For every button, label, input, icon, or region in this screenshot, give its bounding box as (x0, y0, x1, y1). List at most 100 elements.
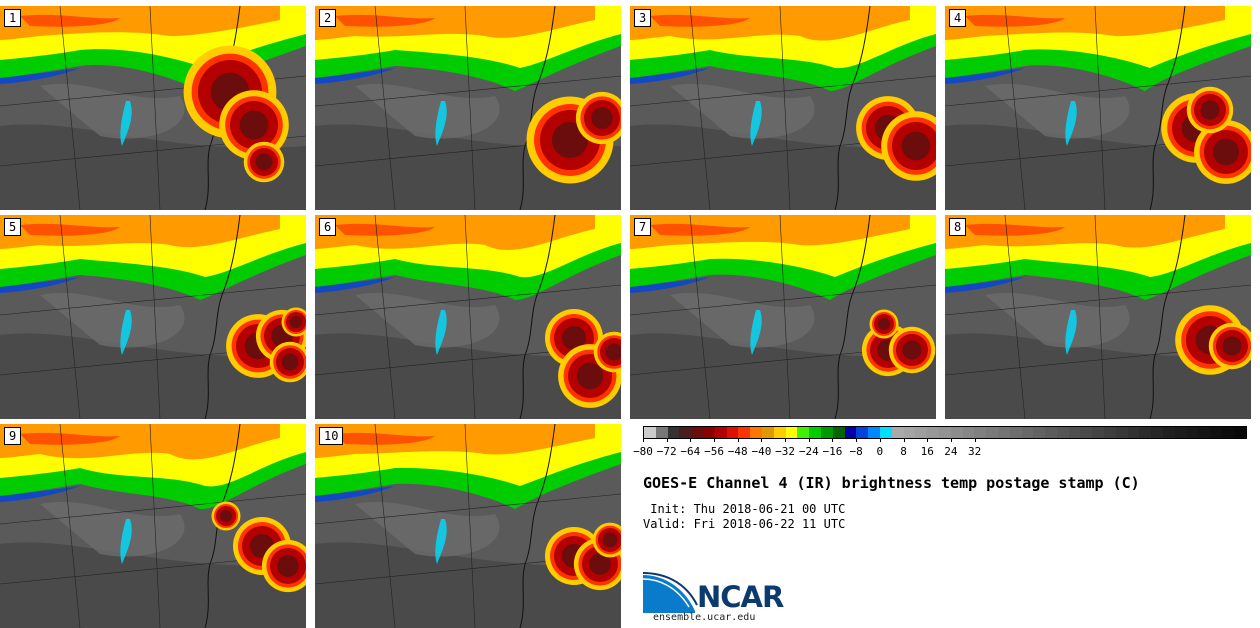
map-panel: 10 (315, 424, 621, 628)
colorbar-segment (820, 427, 833, 438)
colorbar-segment (1127, 427, 1140, 438)
colorbar-segment (1198, 427, 1211, 438)
satellite-map (315, 215, 621, 419)
satellite-map (0, 6, 306, 210)
colorbar-segment (1056, 427, 1069, 438)
satellite-map (0, 424, 306, 628)
colorbar-tick-label: 8 (889, 439, 919, 458)
colorbar-tick-label: −32 (770, 439, 800, 458)
map-panel: 8 (945, 215, 1251, 419)
colorbar-tick-label: −80 (628, 439, 658, 458)
colorbar-segment (856, 427, 869, 438)
init-time: Init: Thu 2018-06-21 00 UTC (643, 502, 846, 516)
satellite-map (630, 6, 936, 210)
colorbar-segment (714, 427, 727, 438)
colorbar-tick-label: 32 (960, 439, 990, 458)
colorbar-segment (655, 427, 668, 438)
map-panel: 4 (945, 6, 1251, 210)
colorbar-segment (903, 427, 916, 438)
colorbar-segment (761, 427, 774, 438)
colorbar-segment (868, 427, 880, 438)
colorbar-tick-label: −72 (652, 439, 682, 458)
colorbar-tick-label: −8 (841, 439, 871, 458)
colorbar-segment (1045, 427, 1057, 438)
colorbar-segment (927, 427, 939, 438)
map-panel: 3 (630, 6, 936, 210)
colorbar-segment (785, 427, 798, 438)
map-panel: 5 (0, 215, 306, 419)
panel-number: 2 (319, 9, 337, 27)
colorbar-ticks: −80 −72 −64 −56 −48 −40 −32 −24 −16 −8 0 8 16 24 32 (633, 439, 1247, 470)
colorbar-segment (1222, 427, 1234, 438)
panel-number: 4 (949, 9, 967, 27)
map-panel: 7 (630, 215, 936, 419)
colorbar-segment (891, 427, 904, 438)
colorbar-tick-label: 0 (865, 439, 895, 458)
colorbar-segment (1210, 427, 1223, 438)
satellite-map (945, 215, 1251, 419)
colorbar-segment (974, 427, 987, 438)
colorbar-tick-label: −48 (723, 439, 753, 458)
colorbar-segment (809, 427, 821, 438)
colorbar-segment (832, 427, 845, 438)
colorbar-segment (738, 427, 751, 438)
colorbar-segment (1104, 427, 1116, 438)
colorbar-tick-label: −16 (817, 439, 847, 458)
map-panel: 1 (0, 6, 306, 210)
colorbar-tick-label: −24 (794, 439, 824, 458)
site-url: ensemble.ucar.edu (653, 612, 756, 623)
panel-number: 10 (319, 427, 344, 445)
colorbar-segment (950, 427, 963, 438)
figure-title: GOES-E Channel 4 (IR) brightness temp po… (643, 474, 1140, 492)
colorbar-segment (667, 427, 680, 438)
ncar-logo-icon (643, 572, 698, 613)
colorbar-segment (1033, 427, 1046, 438)
panel-number: 7 (634, 218, 652, 236)
colorbar-segment (644, 427, 656, 438)
valid-time: Valid: Fri 2018-06-22 11 UTC (643, 517, 846, 531)
colorbar-segment (986, 427, 998, 438)
satellite-map (315, 6, 621, 210)
panel-number: 5 (4, 218, 22, 236)
satellite-map (0, 215, 306, 419)
colorbar-segment (1115, 427, 1128, 438)
colorbar-tick-label: 16 (912, 439, 942, 458)
colorbar (643, 426, 1247, 439)
colorbar-segment (915, 427, 928, 438)
colorbar-tick-label: −64 (675, 439, 705, 458)
colorbar-segment (1163, 427, 1175, 438)
map-panel: 6 (315, 215, 621, 419)
panel-number: 3 (634, 9, 652, 27)
satellite-map (630, 215, 936, 419)
panel-number: 6 (319, 218, 337, 236)
colorbar-segment (679, 427, 692, 438)
colorbar-segment (726, 427, 739, 438)
colorbar-segment (702, 427, 715, 438)
colorbar-segment (844, 427, 857, 438)
colorbar-segment (797, 427, 810, 438)
colorbar-tick-label: 24 (936, 439, 966, 458)
colorbar-segment (1139, 427, 1152, 438)
colorbar-segment (1009, 427, 1022, 438)
colorbar-tick-label: −56 (699, 439, 729, 458)
colorbar-segment (750, 427, 762, 438)
colorbar-segment (773, 427, 786, 438)
satellite-map (945, 6, 1251, 210)
colorbar-segment (962, 427, 975, 438)
satellite-map (315, 424, 621, 628)
colorbar-segment (1186, 427, 1199, 438)
colorbar-segment (879, 427, 892, 438)
colorbar-tick-label: −40 (746, 439, 776, 458)
colorbar-segment (691, 427, 703, 438)
colorbar-segment (938, 427, 951, 438)
colorbar-segment (1174, 427, 1187, 438)
panel-number: 8 (949, 218, 967, 236)
ncar-logo-text: NCAR (697, 580, 784, 614)
map-panel: 9 (0, 424, 306, 628)
colorbar-segment (1080, 427, 1093, 438)
colorbar-segment (1092, 427, 1105, 438)
map-panel: 2 (315, 6, 621, 210)
colorbar-segment (997, 427, 1010, 438)
colorbar-segment (1151, 427, 1164, 438)
panel-number: 9 (4, 427, 22, 445)
